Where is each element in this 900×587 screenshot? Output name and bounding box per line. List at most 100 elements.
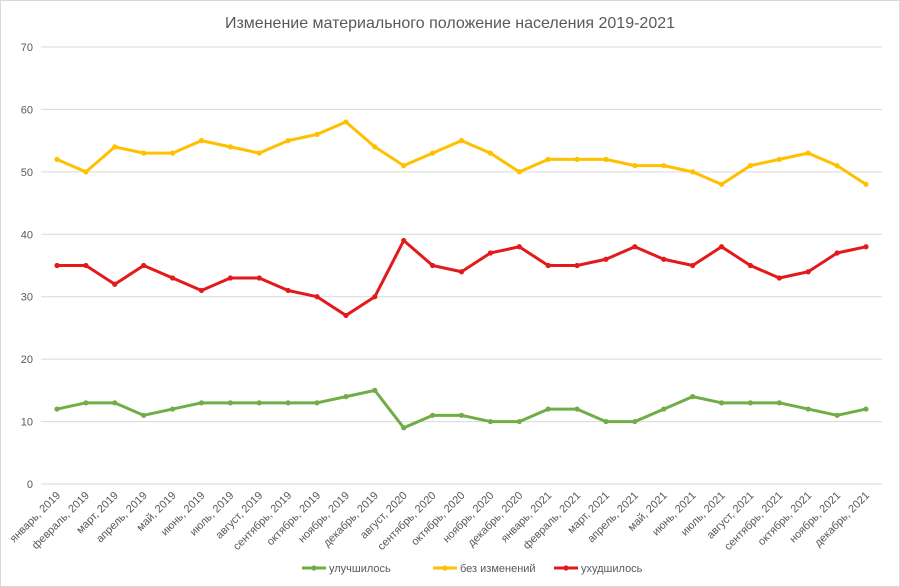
data-point bbox=[487, 418, 493, 425]
data-point bbox=[372, 144, 378, 150]
legend-label: ухудшилось bbox=[581, 563, 643, 575]
data-point bbox=[487, 150, 493, 156]
y-tick-label: 40 bbox=[21, 229, 33, 241]
data-point bbox=[83, 262, 89, 269]
series-line-улучшилось bbox=[56, 388, 867, 430]
data-point bbox=[574, 156, 580, 162]
data-point bbox=[690, 262, 696, 269]
data-point bbox=[776, 400, 782, 406]
data-point bbox=[747, 262, 754, 269]
data-point bbox=[198, 138, 205, 144]
legend-marker bbox=[442, 565, 448, 571]
data-point bbox=[458, 412, 465, 418]
data-point bbox=[661, 406, 667, 412]
data-point bbox=[603, 156, 609, 162]
data-point bbox=[776, 156, 782, 162]
data-point bbox=[141, 262, 147, 269]
data-point bbox=[198, 400, 205, 406]
data-point bbox=[747, 400, 754, 406]
data-point bbox=[141, 150, 147, 156]
data-point bbox=[285, 138, 291, 144]
data-point bbox=[54, 262, 60, 269]
data-point bbox=[516, 418, 522, 425]
data-point bbox=[54, 406, 60, 412]
data-point bbox=[805, 150, 811, 156]
data-point bbox=[632, 244, 638, 250]
data-point bbox=[718, 400, 725, 406]
data-point bbox=[256, 400, 262, 406]
data-point bbox=[661, 163, 667, 169]
data-point bbox=[661, 256, 667, 262]
data-point bbox=[834, 412, 840, 418]
data-point bbox=[314, 131, 320, 137]
data-point bbox=[834, 250, 840, 256]
data-point bbox=[169, 406, 176, 412]
data-point bbox=[83, 169, 89, 175]
data-point bbox=[198, 287, 205, 294]
y-tick-label: 50 bbox=[21, 167, 33, 179]
data-point bbox=[603, 256, 609, 262]
data-point bbox=[401, 237, 407, 244]
data-point bbox=[805, 406, 811, 412]
data-point bbox=[516, 169, 522, 175]
data-point bbox=[83, 400, 89, 406]
y-tick-label: 10 bbox=[21, 417, 33, 429]
gridlines bbox=[41, 46, 882, 485]
data-point bbox=[256, 275, 262, 281]
data-point bbox=[718, 181, 725, 187]
data-point bbox=[545, 406, 551, 412]
legend-marker bbox=[311, 565, 317, 571]
data-point bbox=[112, 400, 118, 406]
data-point bbox=[458, 138, 465, 144]
series-line-без изменений bbox=[56, 120, 867, 186]
legend: улучшилось без изменений ухудшилось bbox=[302, 563, 643, 575]
data-point bbox=[747, 163, 754, 169]
legend-label: улучшилось bbox=[329, 563, 391, 575]
y-tick-label: 30 bbox=[21, 292, 33, 304]
data-point bbox=[314, 400, 320, 406]
data-point bbox=[487, 250, 493, 256]
data-point bbox=[458, 269, 465, 275]
data-point bbox=[545, 262, 551, 269]
data-point bbox=[574, 262, 580, 269]
data-point bbox=[227, 144, 233, 150]
data-point bbox=[343, 119, 349, 125]
data-point bbox=[227, 275, 233, 281]
data-point bbox=[430, 150, 436, 156]
data-point bbox=[776, 275, 782, 281]
series-lines bbox=[54, 119, 869, 431]
data-point bbox=[54, 156, 60, 162]
data-point bbox=[285, 400, 291, 406]
data-point bbox=[169, 275, 176, 281]
data-point bbox=[227, 400, 233, 406]
y-tick-label: 60 bbox=[21, 104, 33, 116]
data-point bbox=[314, 294, 320, 300]
data-point bbox=[545, 156, 551, 162]
data-point bbox=[343, 394, 349, 400]
legend-marker bbox=[563, 565, 569, 571]
data-point bbox=[285, 287, 291, 294]
data-point bbox=[141, 412, 147, 418]
data-point bbox=[805, 269, 811, 275]
y-tick-label: 70 bbox=[21, 42, 33, 54]
data-point bbox=[372, 294, 378, 300]
y-axis-ticks: 0 10 20 30 40 50 60 70 bbox=[21, 42, 33, 491]
data-point bbox=[372, 387, 378, 393]
data-point bbox=[574, 406, 580, 412]
data-point bbox=[603, 418, 609, 425]
data-point bbox=[863, 244, 869, 250]
data-point bbox=[343, 312, 349, 319]
series-line-ухудшилось bbox=[57, 239, 867, 317]
y-tick-label: 20 bbox=[21, 354, 33, 366]
data-point bbox=[112, 144, 118, 150]
data-point bbox=[834, 163, 840, 169]
data-point bbox=[690, 169, 696, 175]
data-point bbox=[112, 281, 118, 287]
data-point bbox=[718, 244, 725, 250]
data-point bbox=[401, 425, 407, 431]
legend-label: без изменений bbox=[460, 563, 536, 575]
data-point bbox=[632, 163, 638, 169]
chart-title: Изменение материального положение населе… bbox=[225, 15, 675, 32]
